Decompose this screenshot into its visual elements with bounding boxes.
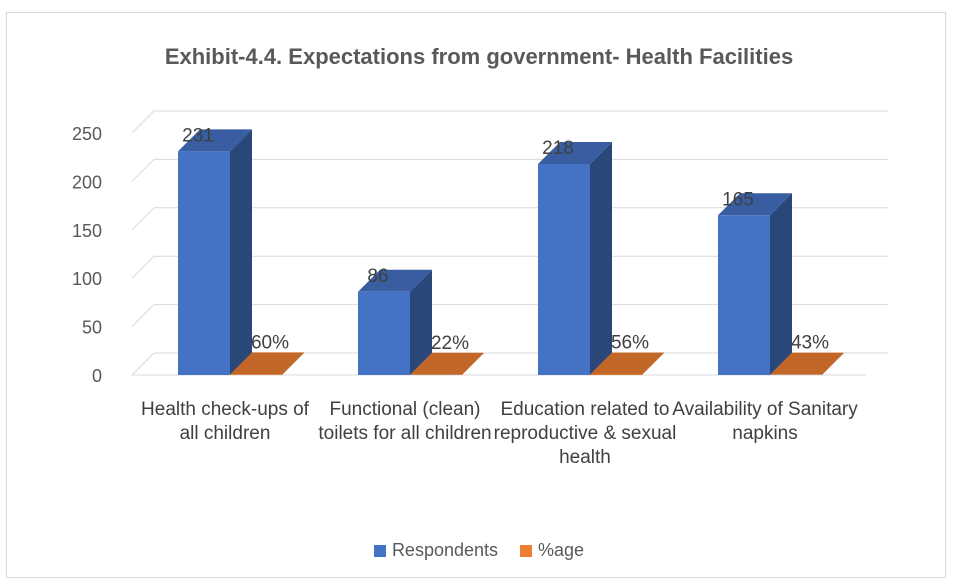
- gridline-depth: [131, 304, 155, 327]
- bar-percentage: [590, 352, 664, 375]
- legend-swatch-respondents: [373, 544, 386, 557]
- category-label: Functional (clean) toilets for all child…: [318, 399, 492, 444]
- bar-percentage: [410, 352, 484, 375]
- legend-item-respondents: Respondents: [373, 540, 499, 561]
- bar-percentage: [770, 352, 844, 375]
- y-tick-label: 50: [82, 318, 102, 338]
- y-tick-label: 250: [72, 124, 102, 144]
- bar-respondents: [358, 269, 432, 375]
- gridline-depth: [131, 352, 155, 376]
- data-label-respondents: 231: [182, 125, 214, 146]
- gridline-depth: [131, 110, 155, 134]
- data-label-percentage: 22%: [431, 333, 469, 354]
- data-label-respondents: 86: [367, 266, 388, 287]
- legend-swatch-percentage: [520, 544, 533, 557]
- y-tick-label: 100: [72, 269, 102, 289]
- data-label-percentage: 56%: [611, 332, 649, 353]
- legend-item-percentage: %age: [520, 540, 584, 561]
- data-label-percentage: 43%: [791, 333, 829, 354]
- data-label-respondents: 165: [722, 189, 754, 210]
- data-label-respondents: 218: [542, 138, 574, 159]
- bar-respondents: [718, 193, 792, 375]
- bar-percentage: [230, 352, 304, 375]
- y-tick-label: 0: [92, 366, 102, 386]
- gridline-depth: [131, 255, 155, 279]
- legend: Respondents %age: [0, 540, 958, 561]
- category-label: Availability of Sanitary napkins: [672, 399, 858, 444]
- y-tick-label: 150: [72, 221, 102, 241]
- legend-label-percentage: %age: [538, 540, 585, 560]
- category-label: Health check-ups of all children: [141, 399, 309, 444]
- data-label-percentage: 60%: [251, 332, 289, 353]
- y-tick-label: 200: [72, 172, 102, 192]
- gridline-depth: [131, 207, 155, 231]
- gridline-depth: [131, 159, 155, 182]
- chart-title: Exhibit-4.4. Expectations from governmen…: [164, 44, 794, 69]
- legend-label-respondents: Respondents: [391, 540, 499, 560]
- category-label: Education related to reproductive & sexu…: [493, 399, 677, 468]
- bar-respondents: [178, 129, 252, 375]
- bar-respondents: [538, 141, 612, 375]
